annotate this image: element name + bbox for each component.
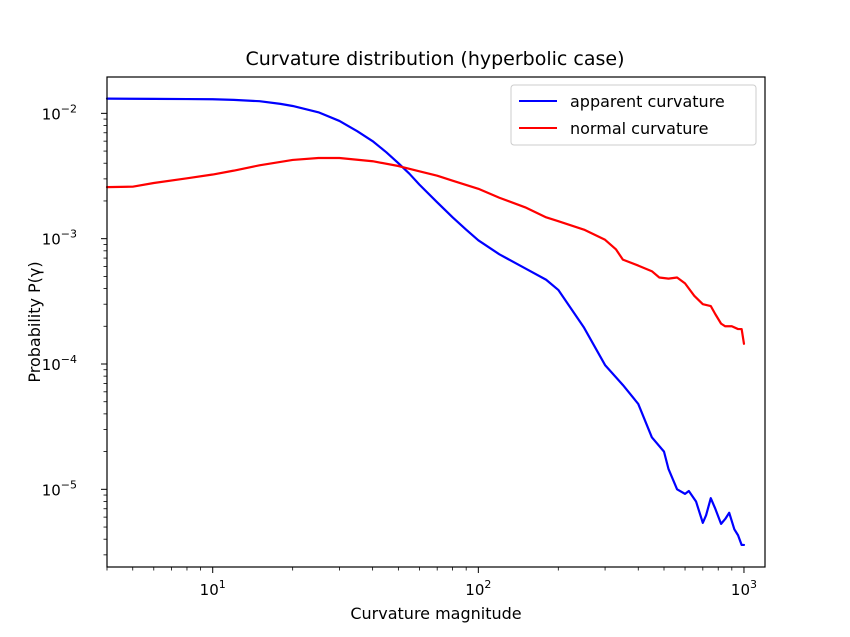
legend: apparent curvature normal curvature — [510, 84, 757, 146]
x-tick-label: 102 — [465, 578, 491, 599]
legend-label-apparent: apparent curvature — [570, 92, 725, 111]
series-line-normal — [105, 156, 746, 345]
y-tick-label: 10−4 — [42, 353, 77, 374]
y-tick-label: 10−3 — [42, 228, 77, 249]
x-tick-label: 101 — [200, 578, 226, 599]
x-axis-label: Curvature magnitude — [350, 604, 521, 623]
plot-frame — [106, 76, 766, 568]
y-tick-label: 10−2 — [42, 102, 77, 123]
ticks-layer: 101 102 103 10−5 10−4 10−3 10−2 — [42, 102, 757, 599]
legend-label-normal: normal curvature — [570, 119, 708, 138]
series-line-apparent — [105, 97, 746, 547]
y-tick-label: 10−5 — [42, 478, 77, 499]
chart-title: Curvature distribution (hyperbolic case) — [245, 48, 624, 70]
series-layer — [105, 97, 746, 547]
x-tick-label: 103 — [731, 578, 757, 599]
legend-box — [510, 84, 757, 146]
y-axis-label: Probability P(γ) — [25, 261, 44, 382]
